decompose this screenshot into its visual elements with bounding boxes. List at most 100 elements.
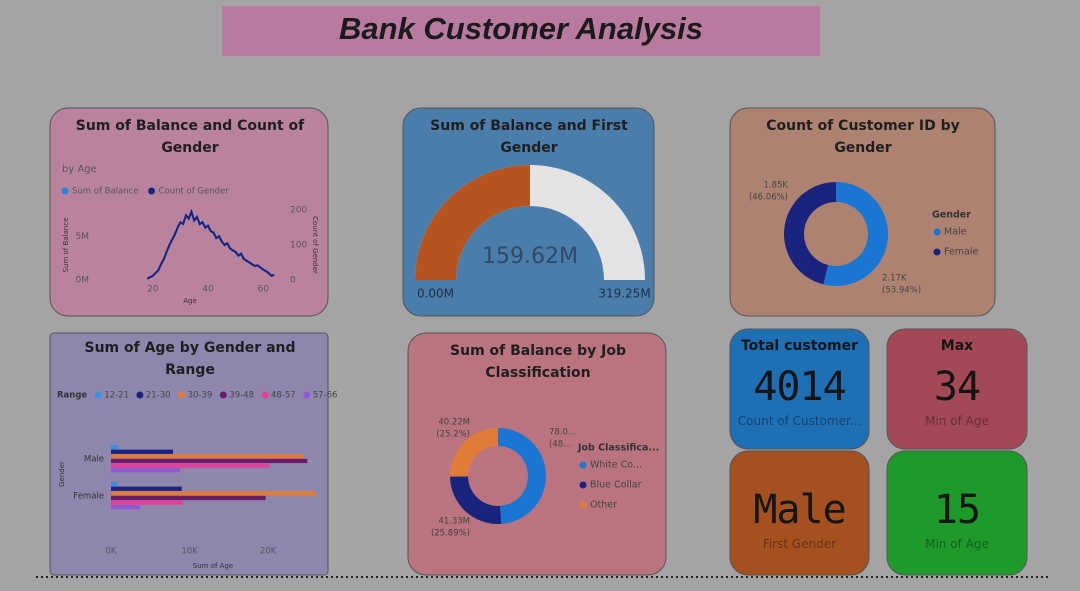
y2-tick-label: 100 <box>290 241 307 251</box>
legend-label: 48-57 <box>271 391 296 401</box>
gauge-range-label: 0.00M <box>417 287 454 301</box>
donut-segment <box>823 182 888 286</box>
card-title: Max <box>940 338 974 354</box>
chart-subtitle: by Age <box>62 164 97 175</box>
kpi-card: 15 Min of Age <box>887 451 1027 551</box>
data-label: 2.17K <box>882 274 907 284</box>
data-label: 1.85K <box>764 181 789 191</box>
legend-marker <box>178 391 186 399</box>
legend-marker <box>148 187 156 195</box>
legend-label: 39-48 <box>229 391 254 401</box>
legend-label: White Co... <box>590 460 642 471</box>
legend-title: Job Classifica... <box>577 443 659 454</box>
card-bg <box>886 328 1028 450</box>
legend-label: Other <box>590 500 617 511</box>
kpi-card: Max 34 Min of Age <box>887 329 1027 428</box>
legend-label: 30-39 <box>188 391 213 401</box>
legend-marker <box>61 187 69 195</box>
y-axis-title: Gender <box>58 461 66 487</box>
kpi-card: Total customer 4014 Count of Customer... <box>730 329 869 428</box>
legend-marker <box>579 481 587 489</box>
donut-segment <box>450 476 502 524</box>
data-label-percent: (53.94%) <box>882 286 921 296</box>
card-bg <box>729 450 870 576</box>
chart-title: Sum of Balance by Job Classification <box>450 343 626 381</box>
donut-segment <box>498 428 546 524</box>
legend-label: Male <box>944 227 967 238</box>
legend-title: Gender <box>932 210 971 221</box>
legend-title: Range <box>57 391 87 401</box>
gauge-value <box>415 165 530 280</box>
x-tick-label: 10K <box>181 547 198 557</box>
y2-axis-title: Count of Gender <box>311 216 319 274</box>
card-value: Male <box>753 487 846 533</box>
dashboard-title: Bank Customer Analysis <box>339 11 703 46</box>
x-axis-title: Age <box>183 297 197 305</box>
legend-marker <box>303 391 311 399</box>
y-tick-label: Female <box>73 491 104 501</box>
data-label: 40.22M <box>438 418 470 428</box>
legend-label: Female <box>944 247 979 258</box>
gauge-value-label: 159.62M <box>482 244 578 269</box>
data-label-percent: (48... <box>549 440 571 450</box>
legend-marker <box>94 391 102 399</box>
bar <box>111 495 266 501</box>
card-label: Min of Age <box>925 537 989 551</box>
card-bg <box>729 328 870 450</box>
legend-label: 21-30 <box>146 391 171 401</box>
data-label-percent: (25.2%) <box>436 430 470 440</box>
chart-title: Sum of Balance and First Gender <box>430 118 628 156</box>
bar <box>111 500 184 505</box>
legend-marker <box>219 391 227 399</box>
y2-tick-label: 0 <box>290 276 296 286</box>
y-tick-label: Male <box>84 454 104 464</box>
x-tick-label: 40 <box>202 285 214 295</box>
legend-marker <box>579 501 587 509</box>
data-label-percent: (46.06%) <box>749 193 788 203</box>
bar <box>111 449 174 454</box>
chart-title: Sum of Age by Gender and Range <box>84 340 296 378</box>
x-tick-label: 0K <box>106 547 117 557</box>
legend-marker <box>261 391 269 399</box>
card-value: 4014 <box>753 364 846 410</box>
bar <box>111 468 181 473</box>
x-axis-title: Sum of Age <box>193 562 233 570</box>
panel <box>402 107 655 317</box>
bar <box>111 491 316 496</box>
legend-label: Sum of Balance <box>72 187 139 197</box>
bar <box>111 486 182 491</box>
donut-segment <box>784 182 836 285</box>
kpi-card: Male First Gender <box>730 451 869 551</box>
legend-label: 57-66 <box>313 391 338 401</box>
card-label: Count of Customer... <box>737 414 862 428</box>
card-label: Min of Age <box>925 414 989 428</box>
chart-title: Sum of Balance and Count of Gender <box>75 118 305 156</box>
donut-segment <box>450 428 498 477</box>
bar <box>111 454 304 459</box>
legend-label: 12-21 <box>104 391 129 401</box>
legend-marker <box>579 461 587 469</box>
y-axis-title: Sum of Balance <box>62 218 70 273</box>
line-series <box>146 208 275 280</box>
card-title: Total customer <box>740 338 859 354</box>
legend-marker <box>933 228 941 236</box>
card-label: First Gender <box>762 537 837 551</box>
title-banner <box>222 6 820 56</box>
legend-marker <box>136 391 144 399</box>
y-tick-label: 5M <box>76 232 90 242</box>
panel <box>49 332 329 576</box>
x-tick-label: 20 <box>147 285 159 295</box>
x-tick-label: 20K <box>260 547 277 557</box>
bar <box>111 505 141 510</box>
card-value: 15 <box>933 487 981 533</box>
panel <box>49 107 329 317</box>
chart-title: Count of Customer ID by Gender <box>766 118 960 156</box>
bar <box>111 482 118 487</box>
legend-label: Count of Gender <box>159 187 230 197</box>
card-value: 34 <box>933 364 981 410</box>
bar <box>111 463 270 468</box>
y-tick-label: 0M <box>76 276 90 286</box>
data-label-percent: (25.89%) <box>431 529 470 539</box>
